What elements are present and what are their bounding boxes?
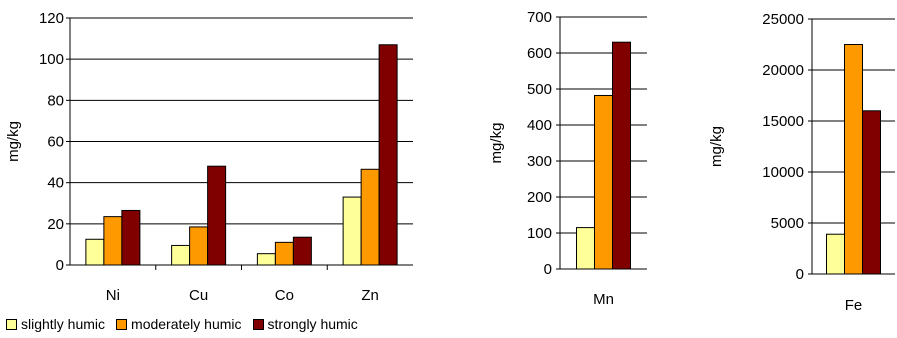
bar-cu-moderately-humic: [189, 226, 209, 266]
y-tick-label: 25000: [762, 11, 804, 28]
bar-co-moderately-humic: [274, 241, 294, 266]
y-tick-label: 15000: [762, 113, 804, 130]
bar-ni-strongly-humic: [121, 209, 141, 266]
y-tick-label: 10000: [762, 164, 804, 181]
y-axis-label: mg/kg: [5, 121, 22, 162]
bar-cu-strongly-humic: [207, 165, 227, 266]
y-axis-label: mg/kg: [488, 123, 505, 164]
y-tick-label: 40: [47, 175, 64, 192]
legend-label-strongly-humic: strongly humic: [267, 316, 358, 332]
bar-zn-moderately-humic: [360, 168, 380, 266]
y-tick-label: 300: [527, 153, 552, 170]
y-tick-label: 80: [47, 92, 64, 109]
y-axis-label: mg/kg: [708, 126, 725, 167]
bar-mn-slightly-humic: [576, 227, 595, 270]
bar-fe-strongly-humic: [862, 110, 881, 275]
x-tick-label-mn: Mn: [593, 291, 614, 308]
legend-swatch-strongly-humic: [252, 318, 264, 330]
legend-item-strongly-humic: strongly humic: [252, 316, 358, 332]
bar-co-strongly-humic: [292, 236, 312, 266]
x-tick-label-zn: Zn: [361, 287, 379, 304]
y-tick-label: 120: [39, 10, 64, 27]
y-tick-label: 0: [56, 257, 64, 274]
bar-mn-moderately-humic: [594, 94, 613, 270]
bar-zn-slightly-humic: [342, 196, 362, 266]
y-tick-label: 200: [527, 189, 552, 206]
legend-label-moderately-humic: moderately humic: [131, 316, 242, 332]
legend-label-slightly-humic: slightly humic: [21, 316, 106, 332]
bar-mn-strongly-humic: [612, 41, 631, 270]
bar-fe-slightly-humic: [826, 233, 845, 275]
y-tick-label: 500: [527, 81, 552, 98]
bar-fe-moderately-humic: [844, 44, 863, 275]
legend-item-slightly-humic: slightly humic: [6, 316, 105, 332]
y-tick-label: 700: [527, 9, 552, 26]
y-tick-label: 100: [39, 51, 64, 68]
y-tick-label: 20000: [762, 62, 804, 79]
y-tick-label: 400: [527, 117, 552, 134]
legend: slightly humic moderately humic strongly…: [6, 316, 369, 332]
bar-cu-slightly-humic: [171, 244, 191, 266]
legend-item-moderately-humic: moderately humic: [116, 316, 242, 332]
x-tick-label-co: Co: [275, 287, 294, 304]
y-tick-label: 600: [527, 45, 552, 62]
y-tick-label: 20: [47, 216, 64, 233]
y-tick-label: 0: [796, 266, 804, 283]
bar-co-slightly-humic: [256, 253, 276, 266]
y-tick-label: 5000: [771, 215, 804, 232]
y-tick-label: 60: [47, 134, 64, 151]
x-tick-label-ni: Ni: [106, 287, 120, 304]
bar-ni-moderately-humic: [103, 216, 123, 266]
y-tick-label: 0: [544, 261, 552, 278]
x-tick-label-fe: Fe: [845, 297, 863, 314]
bar-zn-strongly-humic: [378, 44, 398, 266]
y-tick-label: 100: [527, 225, 552, 242]
legend-swatch-slightly-humic: [6, 318, 17, 330]
x-tick-label-cu: Cu: [189, 287, 208, 304]
bar-ni-slightly-humic: [85, 238, 105, 266]
legend-swatch-moderately-humic: [116, 318, 128, 330]
